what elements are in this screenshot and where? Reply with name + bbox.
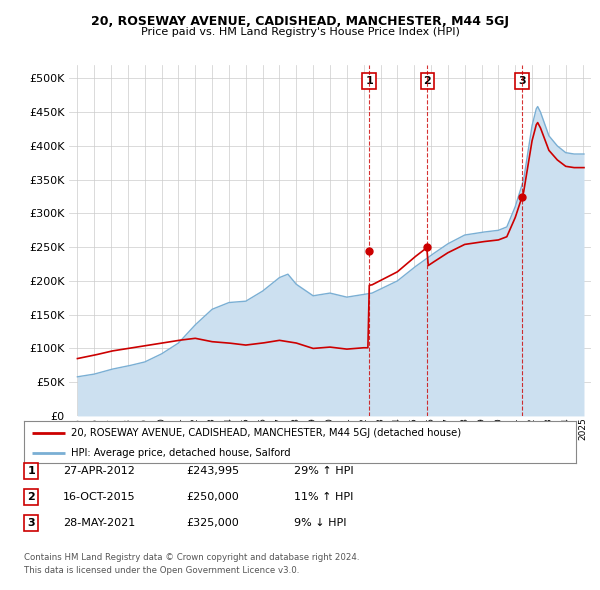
Text: Price paid vs. HM Land Registry's House Price Index (HPI): Price paid vs. HM Land Registry's House … bbox=[140, 27, 460, 37]
Text: 2: 2 bbox=[424, 76, 431, 86]
Text: HPI: Average price, detached house, Salford: HPI: Average price, detached house, Salf… bbox=[71, 448, 290, 458]
Text: Contains HM Land Registry data © Crown copyright and database right 2024.: Contains HM Land Registry data © Crown c… bbox=[24, 553, 359, 562]
Text: 1: 1 bbox=[28, 466, 35, 476]
Text: £243,995: £243,995 bbox=[186, 466, 239, 476]
Text: 9% ↓ HPI: 9% ↓ HPI bbox=[294, 518, 347, 527]
Text: 29% ↑ HPI: 29% ↑ HPI bbox=[294, 466, 353, 476]
Text: £325,000: £325,000 bbox=[186, 518, 239, 527]
Text: 3: 3 bbox=[518, 76, 526, 86]
Text: 1: 1 bbox=[365, 76, 373, 86]
Text: 2: 2 bbox=[28, 492, 35, 502]
Text: 16-OCT-2015: 16-OCT-2015 bbox=[63, 492, 136, 502]
Text: 11% ↑ HPI: 11% ↑ HPI bbox=[294, 492, 353, 502]
Text: 20, ROSEWAY AVENUE, CADISHEAD, MANCHESTER, M44 5GJ (detached house): 20, ROSEWAY AVENUE, CADISHEAD, MANCHESTE… bbox=[71, 428, 461, 438]
Text: 3: 3 bbox=[28, 518, 35, 527]
Text: 20, ROSEWAY AVENUE, CADISHEAD, MANCHESTER, M44 5GJ: 20, ROSEWAY AVENUE, CADISHEAD, MANCHESTE… bbox=[91, 15, 509, 28]
Text: £250,000: £250,000 bbox=[186, 492, 239, 502]
Text: 28-MAY-2021: 28-MAY-2021 bbox=[63, 518, 135, 527]
Text: This data is licensed under the Open Government Licence v3.0.: This data is licensed under the Open Gov… bbox=[24, 566, 299, 575]
Text: 27-APR-2012: 27-APR-2012 bbox=[63, 466, 135, 476]
